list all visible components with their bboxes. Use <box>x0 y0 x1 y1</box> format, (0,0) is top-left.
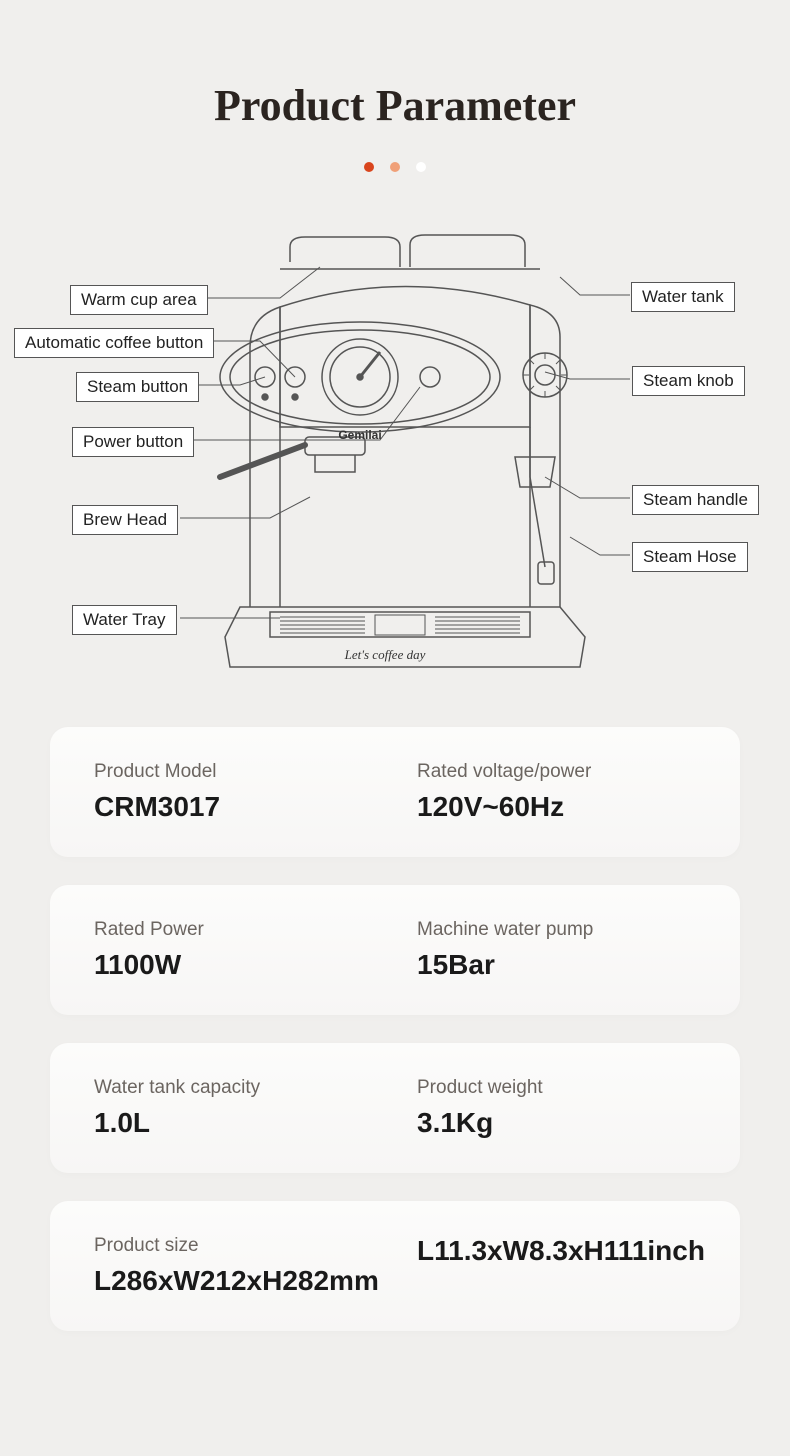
spec-cell: Product weight 3.1Kg <box>417 1077 740 1139</box>
callout-label: Steam button <box>76 372 199 402</box>
callout-label: Power button <box>72 427 194 457</box>
spec-value: L286xW212xH282mm <box>94 1265 417 1297</box>
machine-illustration: Gemilai Let's coffee day <box>210 227 600 687</box>
spec-row: Rated Power 1100WMachine water pump 15Bar <box>50 885 740 1015</box>
dot-3 <box>416 162 426 172</box>
spec-value: CRM3017 <box>94 791 417 823</box>
spec-cell: Rated voltage/power 120V~60Hz <box>417 761 740 823</box>
spec-row: Product size L286xW212xH282mmL11.3xW8.3xH… <box>50 1201 740 1331</box>
spec-label: Product Model <box>94 761 417 783</box>
callout-label: Warm cup area <box>70 285 208 315</box>
callout-label: Brew Head <box>72 505 178 535</box>
spec-label: Water tank capacity <box>94 1077 417 1099</box>
brand-label: Gemilai <box>338 428 381 442</box>
spec-value: 15Bar <box>417 949 740 981</box>
spec-row: Water tank capacity 1.0LProduct weight 3.1… <box>50 1043 740 1173</box>
callout-label: Water tank <box>631 282 735 312</box>
callout-label: Steam handle <box>632 485 759 515</box>
spec-value: 120V~60Hz <box>417 791 740 823</box>
callout-label: Steam knob <box>632 366 745 396</box>
spec-label: Product weight <box>417 1077 740 1099</box>
spec-value: 3.1Kg <box>417 1107 740 1139</box>
dot-2 <box>390 162 400 172</box>
callout-label: Water Tray <box>72 605 177 635</box>
spec-cell: Product Model CRM3017 <box>94 761 417 823</box>
base-script: Let's coffee day <box>344 647 426 662</box>
dot-1 <box>364 162 374 172</box>
spec-label: Rated voltage/power <box>417 761 740 783</box>
decorative-dots <box>0 159 790 177</box>
spec-label: Rated Power <box>94 919 417 941</box>
spec-cell: Machine water pump 15Bar <box>417 919 740 981</box>
spec-cell: Rated Power 1100W <box>94 919 417 981</box>
spec-row: Product Model CRM3017Rated voltage/power 1… <box>50 727 740 857</box>
spec-cell: Product size L286xW212xH282mm <box>94 1235 417 1297</box>
spec-cell: L11.3xW8.3xH111inch <box>417 1235 740 1297</box>
spec-value: L11.3xW8.3xH111inch <box>417 1235 740 1267</box>
spec-value: 1100W <box>94 949 417 981</box>
callout-label: Automatic coffee button <box>14 328 214 358</box>
spec-value: 1.0L <box>94 1107 417 1139</box>
spec-cards: Product Model CRM3017Rated voltage/power 1… <box>0 727 790 1331</box>
product-diagram: Gemilai Let's coffee day Warm cup area Au… <box>0 217 790 717</box>
spec-cell: Water tank capacity 1.0L <box>94 1077 417 1139</box>
page-title: Product Parameter <box>0 0 790 131</box>
callout-label: Steam Hose <box>632 542 748 572</box>
spec-label: Machine water pump <box>417 919 740 941</box>
spec-label: Product size <box>94 1235 417 1257</box>
